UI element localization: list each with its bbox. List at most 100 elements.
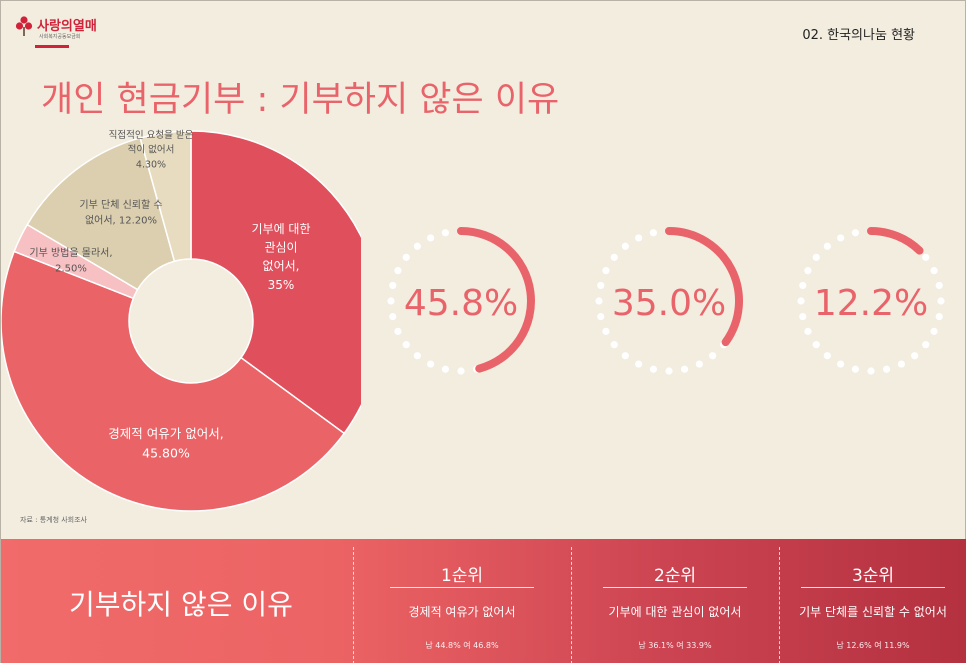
- donut-slice-label: 기부 방법을 몰라서,: [29, 247, 112, 259]
- ring-dot: [911, 352, 919, 360]
- ring-value-label: 12.2%: [814, 283, 928, 324]
- ring-dot: [812, 341, 820, 349]
- logo: 사랑의열매: [15, 15, 97, 37]
- ring-dot: [897, 360, 905, 368]
- fruit-logo-icon: [15, 16, 33, 36]
- summary-band: 기부하지 않은 이유 1순위 경제적 여유가 없어서 남 44.8% 여 46.…: [1, 539, 966, 663]
- progress-ring-1: 45.8%: [387, 227, 535, 375]
- rank-1: 1순위 경제적 여유가 없어서 남 44.8% 여 46.8%: [353, 539, 571, 663]
- band-title: 기부하지 않은 이유: [69, 588, 293, 621]
- ring-dot: [680, 365, 689, 373]
- ring-dot: [402, 253, 410, 261]
- donut-slice-label: 기부에 대한: [251, 222, 310, 236]
- ring-dot: [799, 312, 807, 321]
- ring-dot: [441, 365, 450, 373]
- ring-dot: [922, 253, 930, 261]
- ring-dot: [389, 312, 397, 321]
- band-divider: [779, 547, 780, 663]
- ring-dot: [387, 297, 395, 305]
- donut-slice-label: 없어서,: [263, 259, 300, 273]
- donut-slice-label: 기부 단체 신뢰할 수: [79, 199, 162, 211]
- ring-dot: [394, 267, 402, 275]
- ring-dot: [935, 281, 943, 290]
- ring-dot: [930, 327, 938, 335]
- section-label: 02. 한국의나눔 현황: [802, 28, 915, 43]
- donut-slice-label: 경제적 여유가 없어서,: [108, 426, 223, 441]
- progress-ring-2: 35.0%: [595, 227, 743, 375]
- rank-underline: [390, 587, 534, 588]
- ring-dot: [413, 352, 421, 360]
- donut-slice-label: 관심이: [264, 241, 297, 255]
- ring-dot: [709, 352, 717, 360]
- ring-dot: [394, 327, 402, 335]
- ring-value-label: 45.8%: [404, 283, 518, 324]
- ring-value-label: 35.0%: [612, 283, 726, 324]
- ring-dot: [610, 341, 618, 349]
- band-divider: [353, 547, 354, 663]
- page-title: 개인 현금기부 : 기부하지 않은 이유: [41, 80, 560, 120]
- donut-slice: [139, 130, 192, 263]
- ring-dot: [427, 360, 435, 368]
- ring-dot: [389, 281, 397, 290]
- donut-slice: [190, 130, 361, 435]
- logo-text: 사랑의열매: [37, 18, 97, 34]
- source-note: 자료 : 통계청 사회조사: [20, 516, 87, 524]
- donut-slice-label: 4.30%: [136, 159, 166, 170]
- rank-title: 1순위: [440, 566, 484, 586]
- ring-dot: [695, 360, 703, 368]
- ring-dot: [413, 242, 421, 250]
- logo-subtext: 사회복지공동모금회: [39, 34, 81, 40]
- ring-dot: [665, 367, 673, 375]
- ring-progress-arc: [457, 227, 535, 373]
- donut-slice: [26, 136, 176, 291]
- ring-dot: [635, 360, 643, 368]
- ring-dot: [621, 242, 629, 250]
- ring-dot: [804, 267, 812, 275]
- ring-dot: [922, 341, 930, 349]
- rank-reason: 기부 단체를 신뢰할 수 없어서: [799, 605, 947, 619]
- ring-dot: [649, 229, 658, 237]
- rank-reason: 기부에 대한 관심이 없어서: [608, 605, 742, 619]
- ring-dot: [851, 365, 860, 373]
- ring-dot: [837, 234, 845, 242]
- rank-stats: 남 44.8% 여 46.8%: [425, 641, 499, 650]
- rank-2: 2순위 기부에 대한 관심이 없어서 남 36.1% 여 33.9%: [571, 539, 779, 663]
- donut-slice-label: 35%: [268, 278, 295, 292]
- rank-3: 3순위 기부 단체를 신뢰할 수 없어서 남 12.6% 여 11.9%: [779, 539, 966, 663]
- ring-dot: [804, 327, 812, 335]
- ring-dot: [602, 267, 610, 275]
- ring-dot: [649, 365, 658, 373]
- ring-dot: [610, 253, 618, 261]
- rank-title: 2순위: [653, 566, 697, 586]
- progress-ring-3: 12.2%: [797, 227, 945, 375]
- rank-stats: 남 12.6% 여 11.9%: [836, 641, 910, 650]
- ring-dot: [823, 242, 831, 250]
- ring-dot: [867, 367, 875, 375]
- ring-progress-arc: [665, 227, 743, 347]
- ring-dot: [621, 352, 629, 360]
- ring-dot: [799, 281, 807, 290]
- ring-dot: [427, 234, 435, 242]
- logo-underline: [35, 45, 69, 48]
- rank-reason: 경제적 여유가 없어서: [408, 605, 516, 619]
- ring-dot: [935, 312, 943, 321]
- donut-slice-label: 45.80%: [142, 445, 190, 460]
- ring-dot: [635, 234, 643, 242]
- ring-dot: [457, 367, 465, 375]
- ring-dot: [823, 352, 831, 360]
- ring-dot: [837, 360, 845, 368]
- ring-dot: [402, 341, 410, 349]
- rank-stats: 남 36.1% 여 33.9%: [638, 641, 712, 650]
- ring-dot: [882, 365, 891, 373]
- donut-slice-label: 적이 없어서: [128, 144, 175, 156]
- donut-slice-label: 2.50%: [55, 264, 87, 275]
- ring-dot: [812, 253, 820, 261]
- ring-dot: [937, 297, 945, 305]
- ring-dot: [602, 327, 610, 335]
- ring-dot: [797, 297, 805, 305]
- rank-title: 3순위: [851, 566, 895, 586]
- ring-dot: [851, 229, 860, 237]
- ring-progress-arc: [867, 227, 924, 255]
